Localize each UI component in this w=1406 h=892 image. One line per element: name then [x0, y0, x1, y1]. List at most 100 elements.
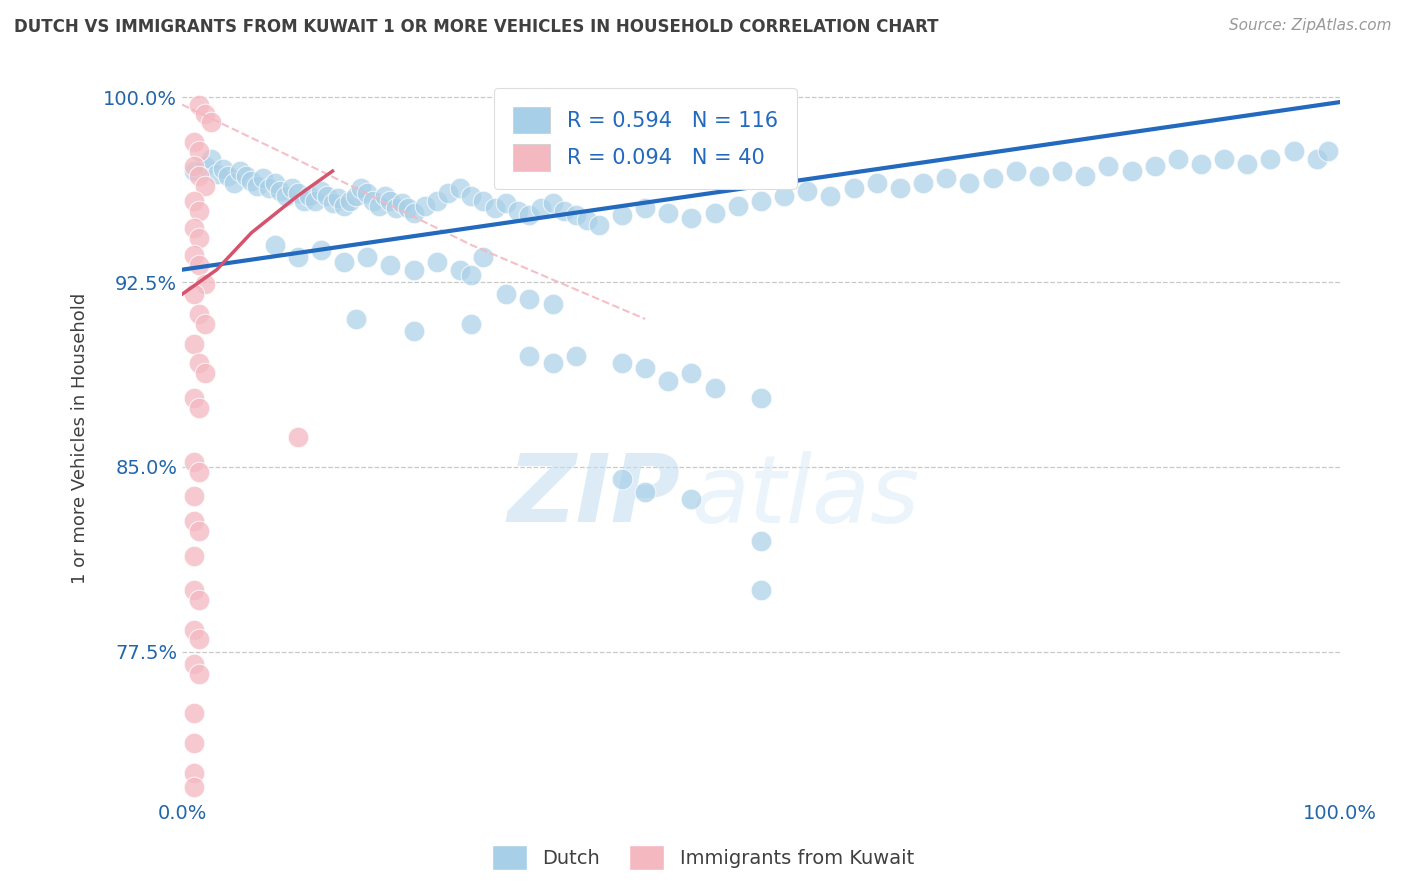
Point	[460, 317, 482, 331]
Point	[194, 366, 217, 380]
Point	[188, 356, 211, 370]
Point	[519, 209, 541, 223]
Point	[235, 169, 257, 183]
Point	[610, 209, 633, 223]
Point	[484, 201, 506, 215]
Point	[344, 312, 367, 326]
Point	[402, 206, 425, 220]
Point	[576, 213, 599, 227]
Point	[472, 251, 495, 265]
Point	[287, 186, 309, 201]
Point	[1074, 169, 1097, 183]
Point	[541, 297, 564, 311]
Point	[183, 287, 205, 301]
Point	[957, 177, 980, 191]
Point	[188, 401, 211, 415]
Point	[188, 307, 211, 321]
Point	[703, 206, 725, 220]
Point	[1317, 145, 1340, 159]
Point	[188, 203, 211, 218]
Point	[541, 356, 564, 370]
Point	[309, 184, 332, 198]
Point	[681, 491, 703, 506]
Point	[889, 181, 911, 195]
Point	[749, 194, 772, 208]
Point	[380, 258, 402, 272]
Point	[205, 167, 228, 181]
Point	[1282, 145, 1305, 159]
Point	[657, 206, 679, 220]
Point	[188, 632, 211, 647]
Point	[188, 667, 211, 681]
Point	[796, 184, 818, 198]
Point	[183, 391, 205, 405]
Point	[309, 243, 332, 257]
Point	[188, 465, 211, 479]
Point	[200, 152, 222, 166]
Point	[287, 430, 309, 444]
Point	[183, 336, 205, 351]
Point	[396, 201, 419, 215]
Point	[1306, 152, 1329, 166]
Point	[183, 514, 205, 528]
Text: atlas: atlas	[692, 450, 920, 541]
Point	[292, 194, 315, 208]
Point	[263, 238, 285, 252]
Point	[588, 219, 610, 233]
Point	[519, 349, 541, 363]
Point	[541, 196, 564, 211]
Point	[356, 186, 378, 201]
Point	[263, 177, 285, 191]
Point	[530, 201, 553, 215]
Point	[634, 361, 657, 376]
Point	[935, 171, 957, 186]
Point	[183, 164, 205, 178]
Point	[183, 159, 205, 173]
Point	[188, 524, 211, 538]
Point	[183, 248, 205, 262]
Point	[298, 188, 321, 202]
Point	[257, 181, 280, 195]
Point	[657, 374, 679, 388]
Point	[361, 194, 384, 208]
Point	[460, 188, 482, 202]
Y-axis label: 1 or more Vehicles in Household: 1 or more Vehicles in Household	[72, 293, 89, 584]
Point	[333, 255, 356, 269]
Point	[749, 533, 772, 548]
Point	[194, 178, 217, 193]
Point	[749, 391, 772, 405]
Text: DUTCH VS IMMIGRANTS FROM KUWAIT 1 OR MORE VEHICLES IN HOUSEHOLD CORRELATION CHAR: DUTCH VS IMMIGRANTS FROM KUWAIT 1 OR MOR…	[14, 18, 939, 36]
Point	[437, 186, 460, 201]
Legend: Dutch, Immigrants from Kuwait: Dutch, Immigrants from Kuwait	[484, 838, 922, 878]
Point	[183, 583, 205, 598]
Point	[912, 177, 935, 191]
Point	[634, 201, 657, 215]
Point	[1260, 152, 1282, 166]
Point	[1097, 159, 1119, 173]
Point	[333, 199, 356, 213]
Point	[1004, 164, 1026, 178]
Point	[1167, 152, 1189, 166]
Point	[183, 549, 205, 563]
Point	[183, 780, 205, 795]
Point	[269, 184, 291, 198]
Point	[194, 159, 217, 173]
Point	[449, 181, 471, 195]
Point	[519, 293, 541, 307]
Point	[634, 484, 657, 499]
Text: Source: ZipAtlas.com: Source: ZipAtlas.com	[1229, 18, 1392, 33]
Point	[281, 181, 304, 195]
Point	[183, 455, 205, 469]
Point	[188, 230, 211, 244]
Point	[194, 107, 217, 121]
Point	[391, 196, 413, 211]
Point	[402, 262, 425, 277]
Point	[1143, 159, 1166, 173]
Point	[495, 287, 517, 301]
Point	[183, 736, 205, 750]
Point	[194, 277, 217, 292]
Point	[981, 171, 1004, 186]
Point	[183, 765, 205, 780]
Point	[402, 324, 425, 338]
Point	[506, 203, 529, 218]
